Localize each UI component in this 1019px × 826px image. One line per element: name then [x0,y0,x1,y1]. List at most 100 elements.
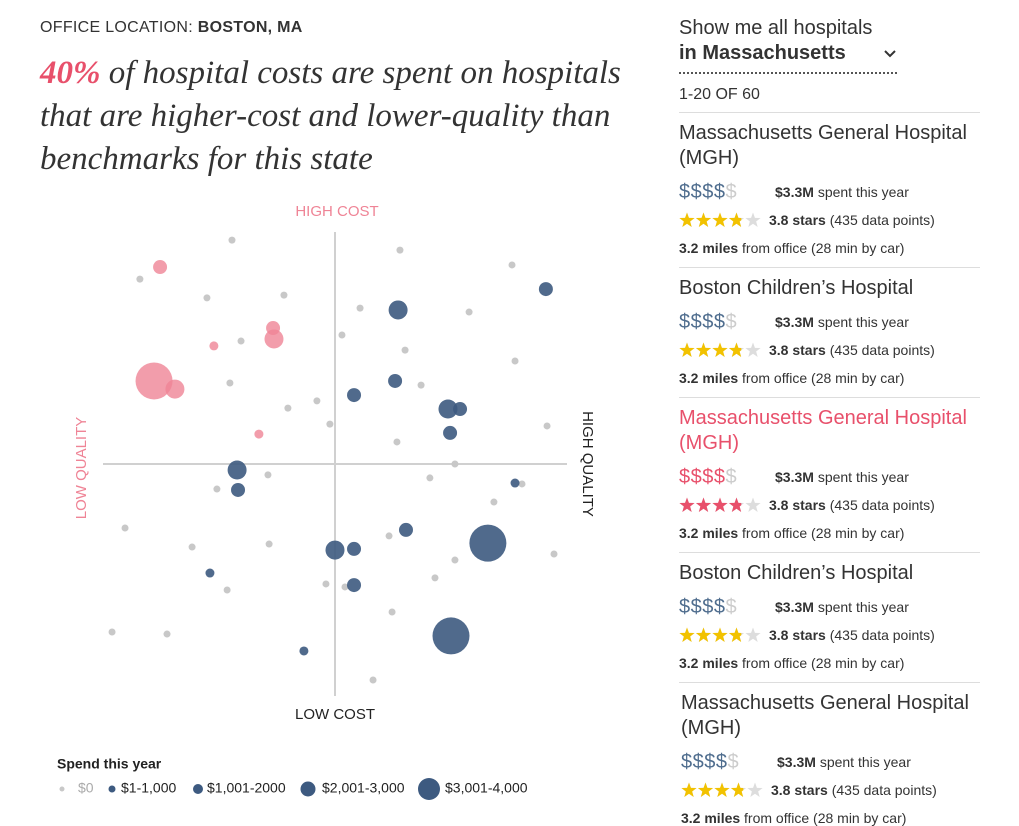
cost-off: $ [725,465,738,488]
star-rating [679,497,761,512]
legend-swatch [418,778,440,800]
star [695,497,712,512]
hospital-bubble [490,498,498,506]
rating-row: 3.8 stars (435 data points) [679,626,980,644]
rating-number: 3.8 [769,212,789,228]
star [728,627,742,642]
star [712,212,728,227]
star [679,342,695,357]
spent-value: $3.3M [775,469,814,485]
rating-value: 3.8 stars [769,627,826,643]
star-filled [679,212,742,227]
star [712,497,728,512]
hospital-list: Massachusetts General Hospital (MGH) $$$$… [679,113,980,826]
star-empty [747,782,763,797]
cost-off: $ [727,750,740,773]
distance-text: from office (28 min by car) [742,655,905,671]
hospital-card[interactable]: Massachusetts General Hospital (MGH) $$$$… [681,683,980,826]
hospital-bubble [265,540,273,548]
legend-title: Spend this year [57,756,162,772]
star-filled [679,342,742,357]
rating-text: stars [792,627,826,643]
legend-swatch [300,781,316,797]
star [695,212,712,227]
hospital-card[interactable]: Boston Children’s Hospital $$$$$ $3.3M spe… [679,553,980,683]
cost-level: $$$$$ [679,466,775,489]
distance-row: 3.2 miles from office (28 min by car) [679,239,980,257]
cost-row: $$$$$ $3.3M spent this year [679,466,980,488]
cost-off: $ [725,595,738,618]
distance-text: from office (28 min by car) [742,240,905,256]
hospital-bubble [280,291,288,299]
cost-on: $$$$ [681,750,728,773]
hospital-bubble [284,404,292,412]
distance-text: from office (28 min by car) [742,370,905,386]
cost-off: $ [725,310,738,333]
hospital-card[interactable]: Massachusetts General Hospital (MGH) $$$$… [679,398,980,553]
hospital-name[interactable]: Boston Children’s Hospital [679,277,914,299]
spent-value: $3.3M [777,754,816,770]
star-empty [745,212,761,227]
distance-value: 3.2 miles [679,525,739,541]
spent-text: spent this year [817,469,909,485]
hospital-bubble [264,329,284,349]
hospital-bubble [188,543,196,551]
hospital-name[interactable]: Boston Children’s Hospital [679,562,914,584]
star [728,212,742,227]
hospital-bubble [347,578,362,593]
hospital-name[interactable]: Massachusetts General Hospital (MGH) [681,692,969,739]
hospital-bubble [231,482,246,497]
rating-row: 3.8 stars (435 data points) [679,341,980,359]
hospital-bubble [108,628,116,636]
hospital-name[interactable]: Massachusetts General Hospital (MGH) [679,122,967,169]
axis-label-top: HIGH COST [295,203,378,220]
rating-value: 3.8 stars [771,782,828,798]
hospital-card[interactable]: Massachusetts General Hospital (MGH) $$$$… [679,113,980,268]
star-rating [679,342,761,357]
filter-prompt: Show me all hospitals [679,17,873,39]
legend-label: $1-1,000 [121,780,176,796]
hospital-bubble [135,362,173,400]
hospital-bubble [313,397,321,405]
state-dropdown[interactable]: in Massachusetts [679,41,897,74]
star [695,342,712,357]
star [712,627,728,642]
data-points: (435 data points) [829,497,935,513]
hospital-bubble [388,373,403,388]
distance-row: 3.2 miles from office (28 min by car) [679,524,980,542]
rating-number: 3.8 [769,497,789,513]
hospital-bubble [388,300,408,320]
cost-on: $$$$ [679,465,726,488]
data-points: (435 data points) [829,627,935,643]
axis-label-bottom: LOW COST [295,706,375,723]
hospital-bubble [510,478,520,488]
cost-on: $$$$ [679,310,726,333]
legend-label: $3,001-4,000 [445,780,528,796]
hospital-bubble [396,246,404,254]
cost-level: $$$$$ [679,311,775,334]
hospital-bubble [121,524,129,532]
distance-row: 3.2 miles from office (28 min by car) [679,654,980,672]
hospital-bubble [299,646,309,656]
star [712,342,728,357]
legend-label: $1,001-2000 [207,780,286,796]
distance-value: 3.2 miles [679,655,739,671]
hospital-bubble [356,304,364,312]
hospital-bubble [325,540,345,560]
hospital-bubble [385,532,393,540]
cost-on: $$$$ [679,595,726,618]
star-empty [745,342,761,357]
hospital-bubble [347,541,362,556]
hospital-card[interactable]: Boston Children’s Hospital $$$$$ $3.3M spe… [679,268,980,398]
hospital-bubble [322,580,330,588]
rating-text: stars [792,212,826,228]
cost-row: $$$$$ $3.3M spent this year [681,751,980,773]
distance-row: 3.2 miles from office (28 min by car) [681,809,980,826]
rating-text: stars [794,782,828,798]
headline: 40% of hospital costs are spent on hospi… [40,52,640,181]
hospital-name[interactable]: Massachusetts General Hospital (MGH) [679,407,967,454]
rating-number: 3.8 [769,342,789,358]
legend-swatch [108,785,116,793]
hospital-bubble [254,429,264,439]
star-filled [679,627,742,642]
